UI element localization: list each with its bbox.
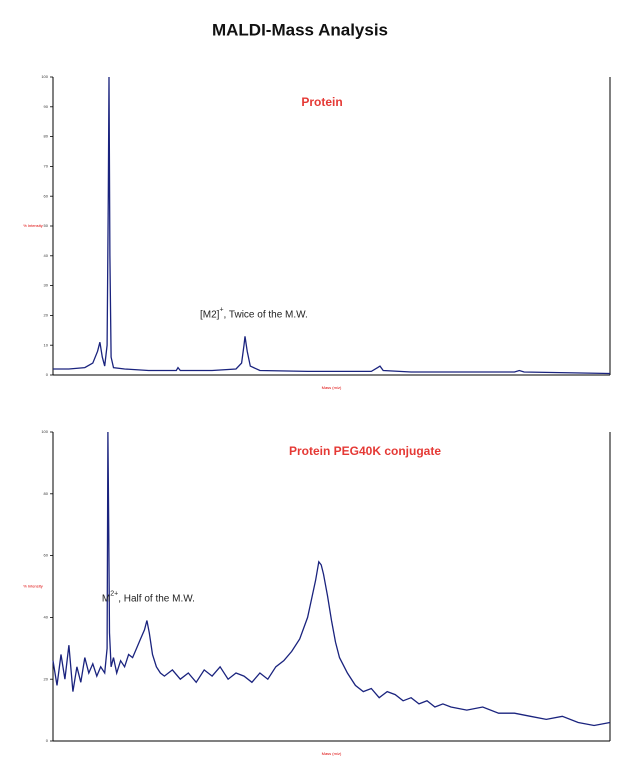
y-tick-label: 60 xyxy=(44,553,49,558)
x-axis-label: Mass (m/z) xyxy=(322,385,342,390)
y-tick-label: 90 xyxy=(44,104,49,109)
annotation-sup: 2+ xyxy=(110,590,118,597)
chart-title: Protein xyxy=(301,95,342,109)
y-tick-label: 60 xyxy=(44,193,49,198)
annotation-sup: + xyxy=(219,306,223,313)
spectrum-line xyxy=(53,76,611,375)
chart-title: Protein PEG40K conjugate xyxy=(289,444,441,458)
peak-annotation: M2+, Half of the M.W. xyxy=(102,590,195,604)
y-tick-label: 80 xyxy=(44,134,49,139)
y-tick-label: 10 xyxy=(44,342,49,347)
y-tick-label: 20 xyxy=(44,676,49,681)
annotation-text: , Twice of the M.W. xyxy=(224,309,308,320)
y-tick-label: 70 xyxy=(44,163,49,168)
y-axis-label: % Intensity xyxy=(23,584,43,589)
spectrum-line xyxy=(52,431,611,727)
y-tick-label: 0 xyxy=(46,372,49,377)
y-tick-label: 100 xyxy=(41,74,48,79)
y-tick-label: 0 xyxy=(46,738,49,743)
annotation-text: , Half of the M.W. xyxy=(118,593,195,604)
y-tick-label: 40 xyxy=(44,614,49,619)
figure-title: MALDI-Mass Analysis xyxy=(212,20,388,39)
y-tick-label: 50 xyxy=(44,223,49,228)
y-axis-label: % Intensity xyxy=(23,223,43,228)
y-tick-label: 40 xyxy=(44,253,49,258)
annotation-base: M xyxy=(102,593,110,604)
x-axis-label: Mass (m/z) xyxy=(322,751,342,756)
y-tick-label: 20 xyxy=(44,312,49,317)
y-tick-label: 100 xyxy=(41,429,48,434)
y-tick-label: 80 xyxy=(44,491,49,496)
annotation-base: [M2] xyxy=(200,309,220,320)
peak-annotation: [M2]+, Twice of the M.W. xyxy=(200,306,308,320)
y-tick-label: 30 xyxy=(44,283,49,288)
